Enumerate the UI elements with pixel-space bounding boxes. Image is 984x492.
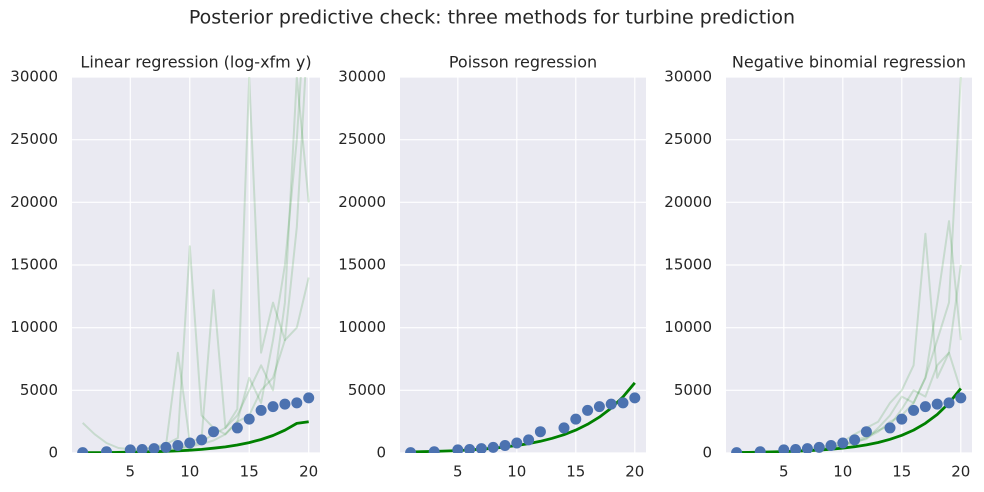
mean-line (410, 381, 636, 453)
data-point (813, 441, 825, 453)
data-point (605, 398, 617, 410)
y-tick-label: 25000 (664, 130, 712, 148)
data-point (790, 443, 802, 453)
y-tick-label: 0 (702, 444, 712, 462)
data-point (172, 439, 184, 451)
x-tick-label: 5 (453, 463, 463, 481)
data-point (464, 443, 476, 453)
y-tick-label: 20000 (10, 193, 58, 211)
y-tick-label: 15000 (10, 256, 58, 274)
x-tick-label: 5 (126, 463, 136, 481)
sample-line (82, 77, 302, 451)
data-point (231, 422, 243, 434)
data-point (801, 443, 813, 453)
data-point (148, 443, 160, 453)
data-point (487, 441, 499, 453)
mean-line (736, 387, 962, 453)
figure-title: Posterior predictive check: three method… (189, 7, 795, 29)
data-point (955, 392, 967, 404)
data-point (267, 401, 279, 413)
x-tick-label: 10 (833, 463, 852, 481)
y-tick-label: 30000 (664, 68, 712, 86)
y-tick-label: 0 (376, 444, 386, 462)
data-point (754, 446, 766, 453)
data-point (731, 447, 743, 453)
subplot-title: Poisson regression (449, 53, 597, 72)
data-point (428, 446, 440, 453)
data-point (931, 398, 943, 410)
x-tick-label: 10 (507, 463, 526, 481)
x-tick-label: 20 (299, 463, 318, 481)
y-tick-label: 30000 (10, 68, 58, 86)
data-point (629, 392, 641, 404)
data-point (570, 413, 582, 425)
data-point (475, 443, 487, 453)
y-tick-label: 15000 (338, 256, 386, 274)
data-point (778, 444, 790, 453)
y-tick-label: 25000 (10, 130, 58, 148)
x-tick-label: 15 (566, 463, 585, 481)
data-point (160, 441, 172, 453)
y-tick-label: 10000 (664, 318, 712, 336)
data-point (582, 404, 594, 416)
data-point (511, 437, 523, 449)
y-tick-label: 25000 (338, 130, 386, 148)
y-tick-label: 5000 (20, 381, 58, 399)
data-point (208, 426, 220, 438)
y-tick-label: 20000 (664, 193, 712, 211)
data-point (291, 397, 303, 409)
x-tick-label: 15 (240, 463, 259, 481)
data-point (303, 392, 315, 404)
y-tick-label: 15000 (664, 256, 712, 274)
subplot-title: Linear regression (log-xfm y) (80, 53, 311, 72)
data-point (499, 439, 511, 451)
data-point (825, 439, 837, 451)
data-point (124, 444, 136, 453)
data-point (884, 422, 896, 434)
data-point (452, 444, 464, 453)
plot-area (731, 77, 967, 453)
data-point (849, 434, 861, 446)
x-tick-label: 10 (180, 463, 199, 481)
data-point (593, 401, 605, 413)
data-point (860, 426, 872, 438)
data-point (196, 434, 208, 446)
data-point (100, 446, 112, 453)
y-tick-label: 30000 (338, 68, 386, 86)
y-tick-label: 10000 (10, 318, 58, 336)
y-tick-label: 20000 (338, 193, 386, 211)
mean-line (82, 420, 309, 453)
y-tick-label: 0 (48, 444, 58, 462)
data-point (558, 422, 570, 434)
data-point (919, 401, 931, 413)
y-tick-label: 10000 (338, 318, 386, 336)
y-tick-label: 5000 (348, 381, 386, 399)
x-tick-label: 20 (951, 463, 970, 481)
data-point (243, 413, 255, 425)
data-point (279, 398, 291, 410)
data-point (896, 413, 908, 425)
x-tick-label: 15 (892, 463, 911, 481)
data-point (534, 426, 546, 438)
data-point (837, 437, 849, 449)
data-point (136, 443, 148, 453)
y-tick-label: 5000 (674, 381, 712, 399)
data-point (523, 434, 535, 446)
plot-area (405, 381, 641, 453)
data-point (405, 447, 417, 453)
data-point (908, 404, 920, 416)
data-point (184, 437, 196, 449)
subplot-title: Negative binomial regression (732, 53, 966, 72)
data-point (943, 397, 955, 409)
x-tick-label: 5 (779, 463, 789, 481)
x-tick-label: 20 (625, 463, 644, 481)
data-point (77, 447, 89, 453)
data-point (255, 404, 267, 416)
plot-area (77, 77, 315, 453)
data-point (617, 397, 629, 409)
